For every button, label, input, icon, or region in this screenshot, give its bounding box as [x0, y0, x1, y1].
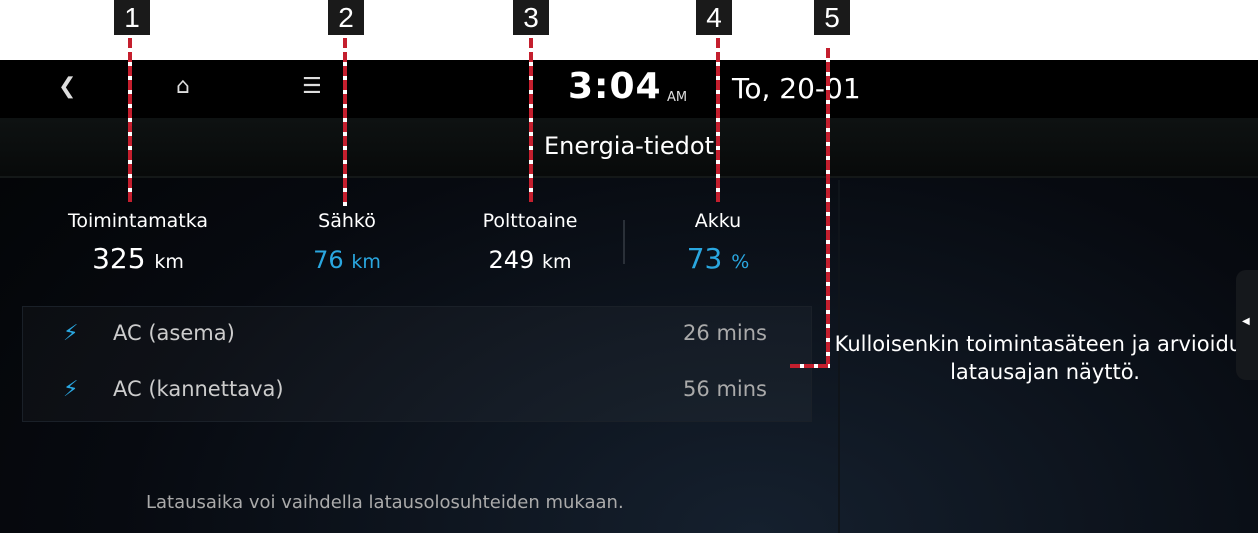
charger-name: AC (asema) — [113, 321, 235, 345]
callout-line-1 — [128, 38, 132, 202]
charge-time: 26 mins — [683, 321, 767, 345]
battery-value: 73 % — [686, 242, 750, 275]
lightning-icon: ⚡︎ — [63, 321, 79, 346]
callout-5: 5 — [814, 0, 850, 35]
menu-icon[interactable]: ☰ — [302, 74, 322, 99]
caret-left-icon: ◀ — [1242, 316, 1250, 327]
back-icon[interactable]: ❮ — [58, 74, 77, 99]
lightning-icon: ⚡︎ — [63, 377, 79, 402]
electric-value: 76 km — [313, 246, 381, 274]
clock-time: 3:04 — [568, 66, 662, 107]
clock-ampm: AM — [667, 90, 688, 105]
energy-info-screen: ❮ ⌂ ☰ 3:04 AM To, 20-01 Energia-tiedot T… — [0, 60, 1258, 533]
callout-2: 2 — [328, 0, 364, 35]
electric-label: Sähkö — [318, 210, 376, 232]
callout-4: 4 — [696, 0, 732, 35]
date: To, 20-01 — [732, 72, 861, 105]
charging-note: Latausaika voi vaihdella latausolosuhtei… — [146, 492, 624, 513]
callout-line-2 — [343, 38, 347, 206]
separator — [623, 220, 625, 264]
callout-line-3 — [529, 38, 533, 202]
callout-1: 1 — [114, 0, 150, 35]
page-title: Energia-tiedot — [543, 132, 715, 160]
charge-time: 56 mins — [683, 377, 767, 401]
callout-3: 3 — [513, 0, 549, 35]
battery-label: Akku — [694, 210, 742, 232]
callout-line-4 — [716, 38, 720, 202]
list-item: ⚡︎ AC (kannettava) 56 mins — [23, 363, 813, 419]
charger-name: AC (kannettava) — [113, 377, 284, 401]
callout-line-5-horizontal — [790, 364, 830, 368]
panel-divider — [838, 180, 840, 533]
title-bar: Energia-tiedot — [0, 118, 1258, 178]
status-bar: ❮ ⌂ ☰ 3:04 AM To, 20-01 — [0, 60, 1258, 118]
fuel-label: Polttoaine — [482, 210, 578, 232]
description-text: Kulloisenkin toimintasäteen ja arvioidun… — [834, 332, 1256, 384]
range-total-label: Toimintamatka — [67, 210, 209, 232]
side-panel-handle[interactable]: ◀ — [1236, 270, 1258, 380]
fuel-value: 249 km — [488, 246, 572, 274]
callout-line-5 — [826, 48, 830, 368]
range-total-value: 325 km — [92, 242, 184, 275]
home-icon[interactable]: ⌂ — [176, 74, 190, 99]
list-item: ⚡︎ AC (asema) 26 mins — [23, 307, 813, 363]
charging-time-list: ⚡︎ AC (asema) 26 mins ⚡︎ AC (kannettava)… — [22, 306, 812, 422]
